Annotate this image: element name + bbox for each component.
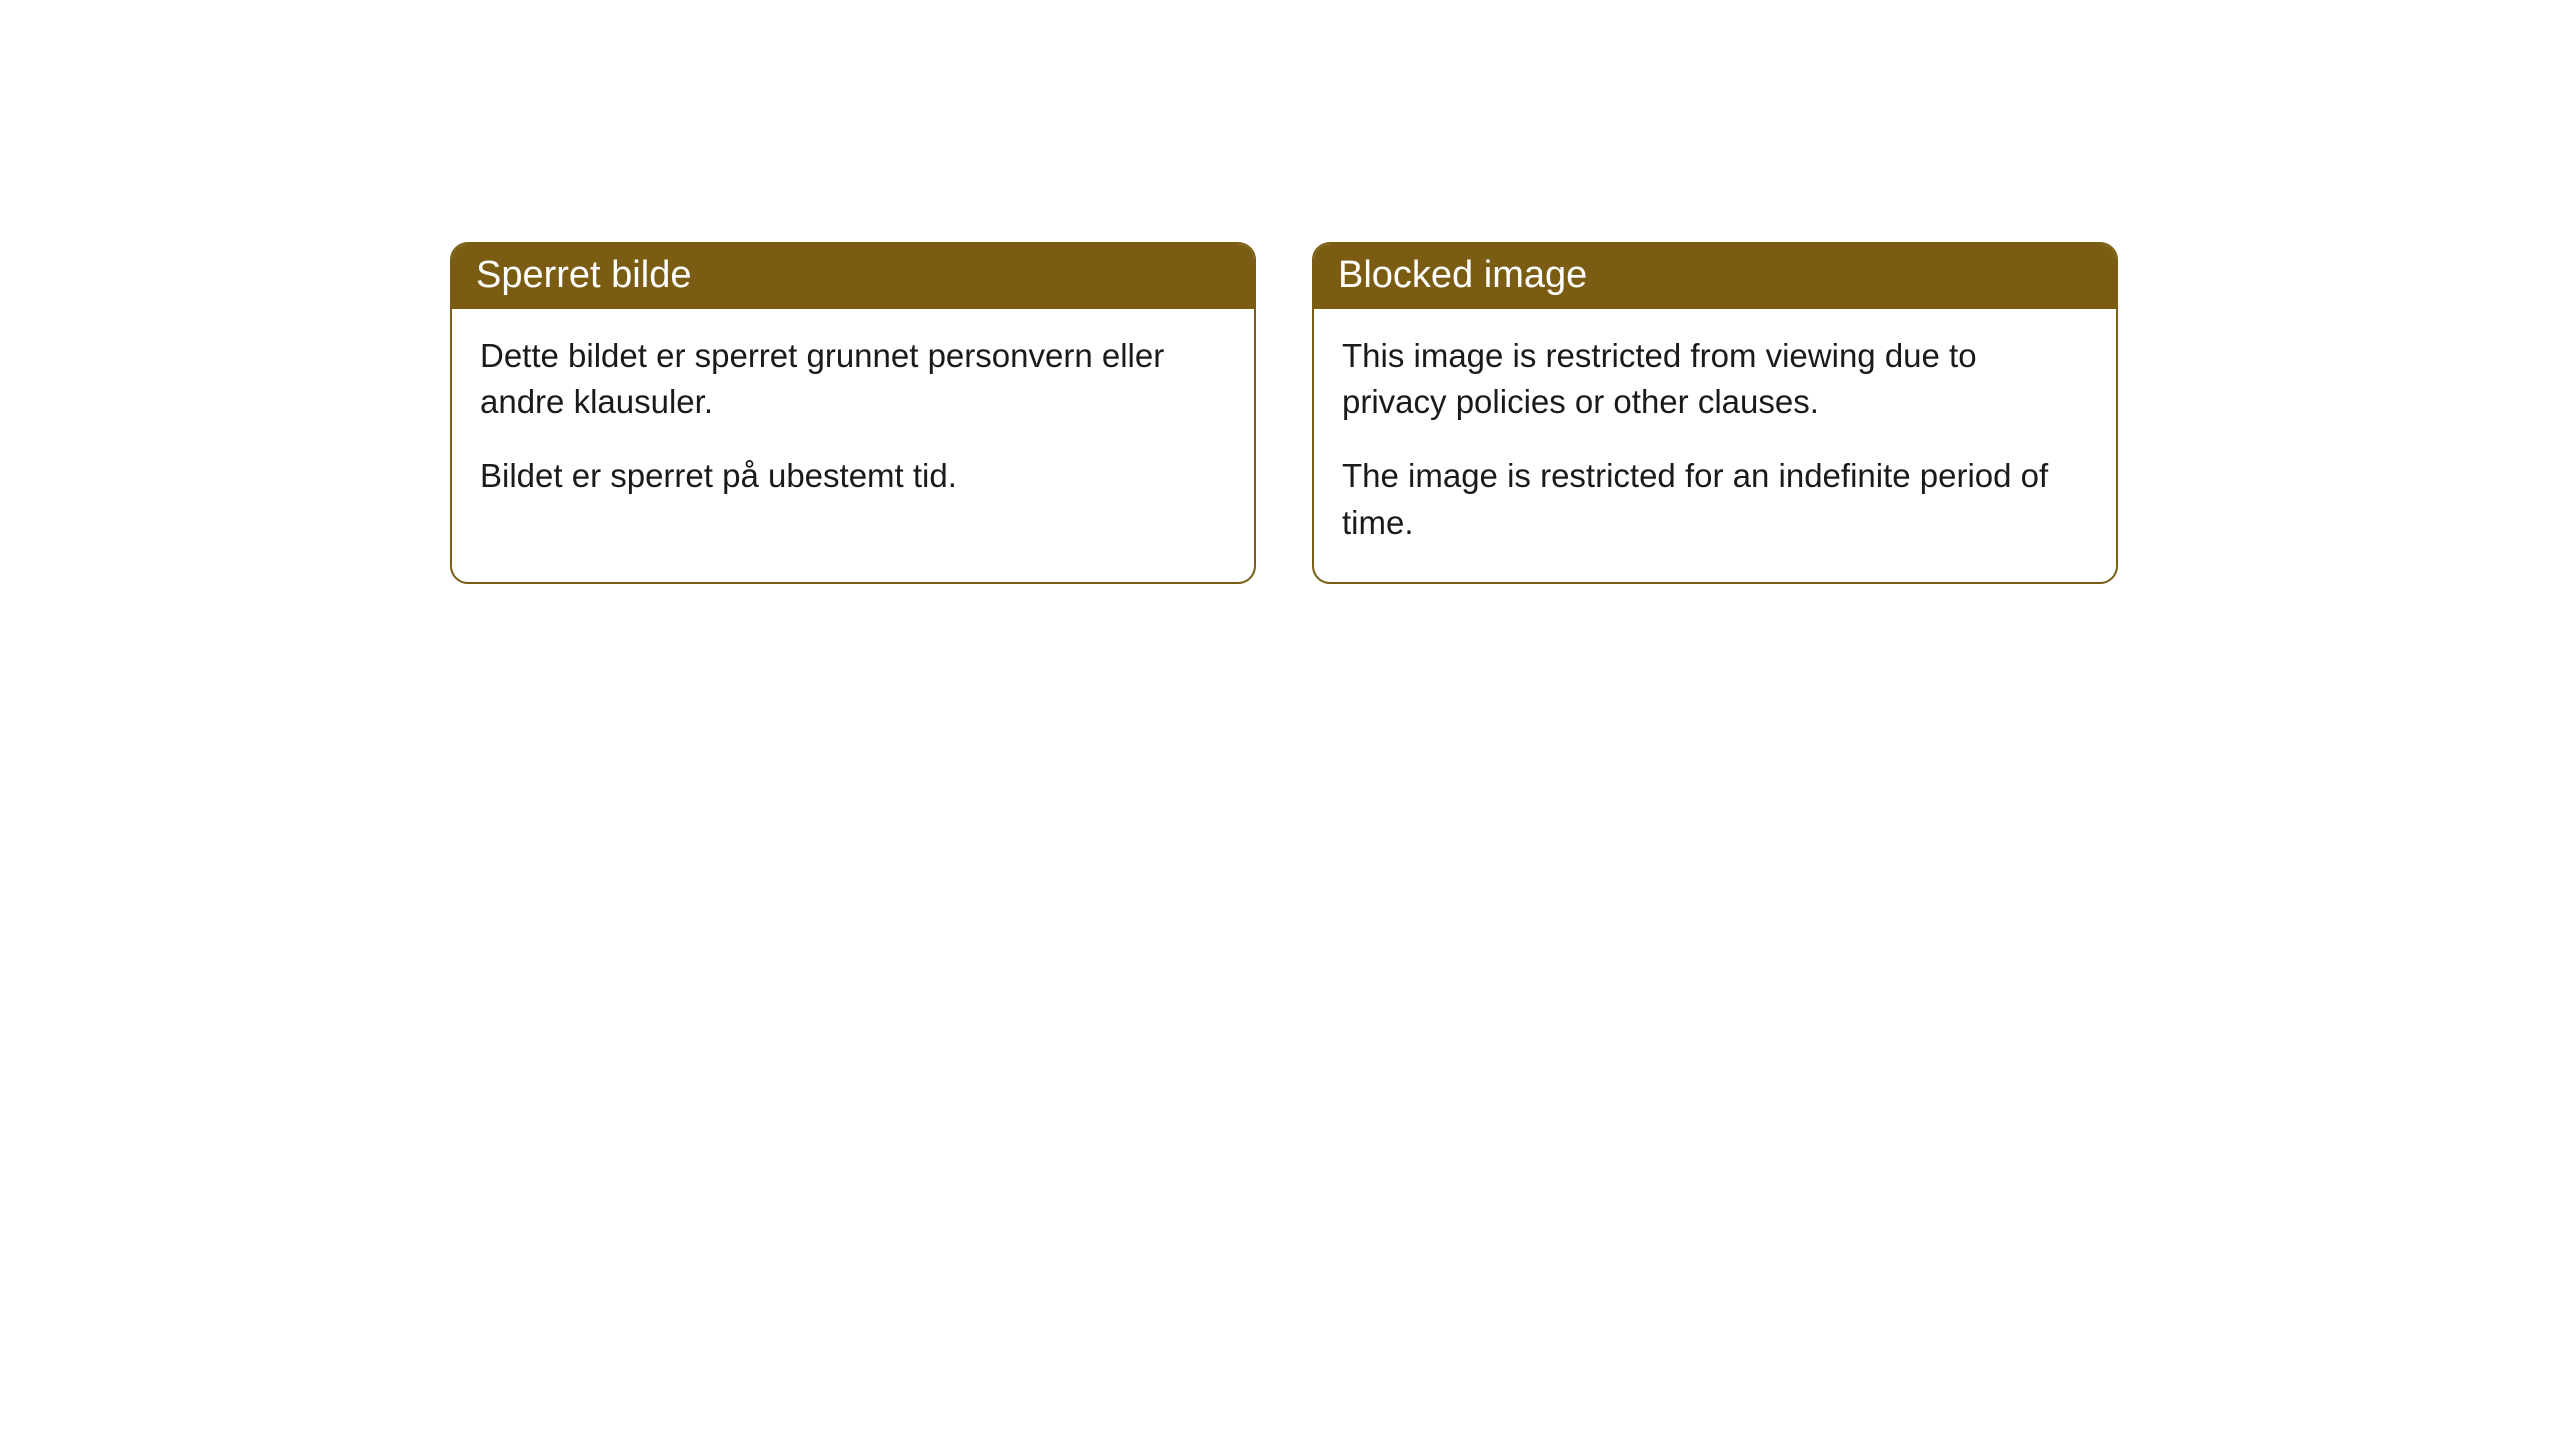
card-text-no-2: Bildet er sperret på ubestemt tid. <box>480 453 1226 499</box>
card-text-en-1: This image is restricted from viewing du… <box>1342 333 2088 425</box>
blocked-image-card-no: Sperret bilde Dette bildet er sperret gr… <box>450 242 1256 584</box>
card-text-en-2: The image is restricted for an indefinit… <box>1342 453 2088 545</box>
card-body-no: Dette bildet er sperret grunnet personve… <box>452 309 1254 536</box>
card-header-en: Blocked image <box>1314 244 2116 309</box>
card-header-no: Sperret bilde <box>452 244 1254 309</box>
card-body-en: This image is restricted from viewing du… <box>1314 309 2116 582</box>
card-text-no-1: Dette bildet er sperret grunnet personve… <box>480 333 1226 425</box>
cards-container: Sperret bilde Dette bildet er sperret gr… <box>450 242 2118 584</box>
blocked-image-card-en: Blocked image This image is restricted f… <box>1312 242 2118 584</box>
